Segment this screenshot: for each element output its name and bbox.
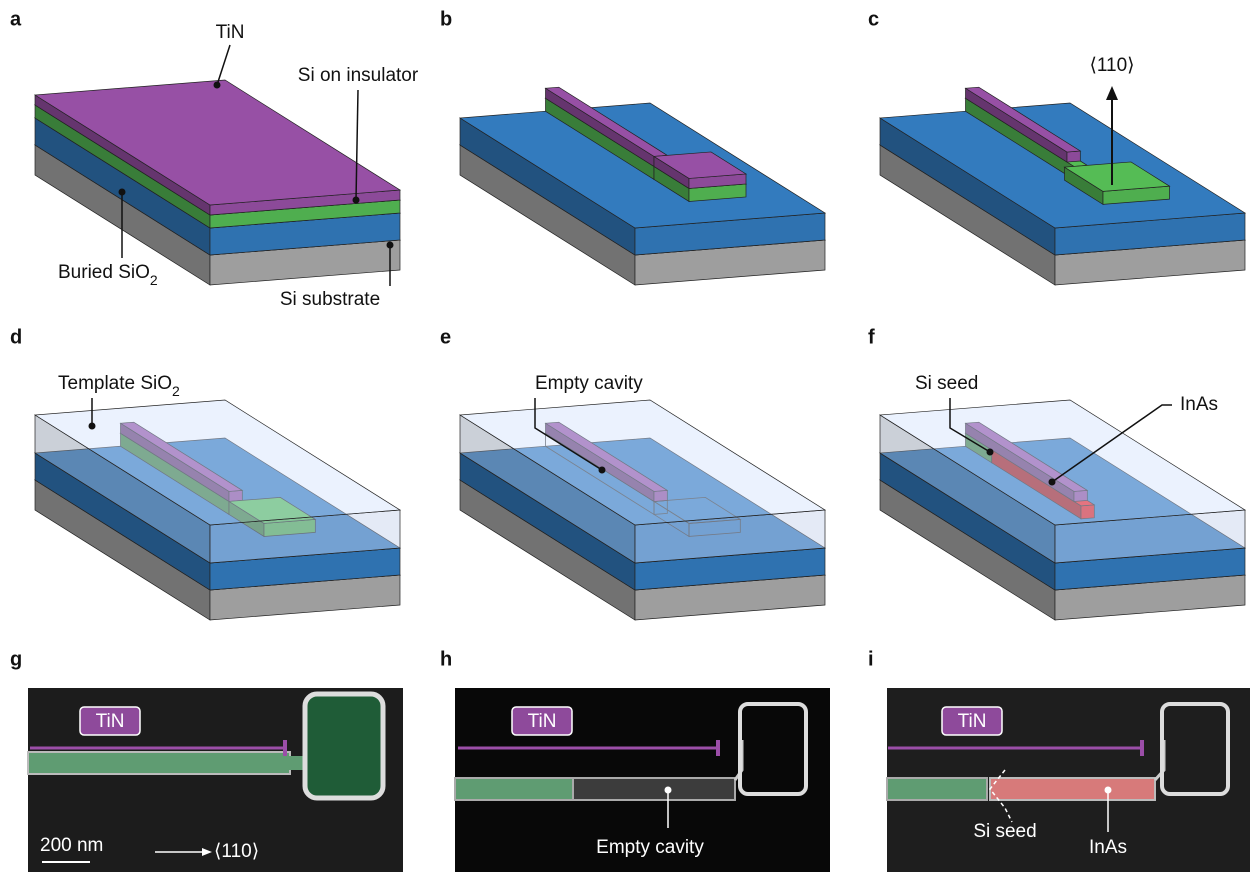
scale-label: 200 nm <box>40 835 103 856</box>
dot <box>665 787 672 794</box>
panel-letter: e <box>440 326 451 348</box>
label: Empty cavity <box>535 373 643 394</box>
panel-letter: a <box>10 8 22 30</box>
label: TiN <box>96 711 125 732</box>
label: TiN <box>528 711 557 732</box>
label: InAs <box>1089 837 1127 858</box>
dot <box>89 423 96 430</box>
label: Si seed <box>973 821 1036 842</box>
label: InAs <box>1180 394 1218 415</box>
label: Template SiO2 <box>58 373 180 399</box>
dot <box>599 467 606 474</box>
panel-letter: i <box>868 648 874 670</box>
subscript: 2 <box>150 272 158 288</box>
panel-letter: h <box>440 648 452 670</box>
label: Buried SiO2 <box>58 262 158 288</box>
schematics <box>35 80 1245 620</box>
sem-h: TiN Empty cavity <box>455 688 830 872</box>
wire-cavity <box>573 778 735 800</box>
panel-letter: d <box>10 326 22 348</box>
dot <box>987 449 994 456</box>
pad <box>305 694 383 798</box>
arrow-head <box>1106 86 1118 100</box>
dot <box>119 189 126 196</box>
panel-letter: b <box>440 8 452 30</box>
label-text: Buried SiO <box>58 262 150 283</box>
leader <box>217 45 230 85</box>
wire-inas <box>990 778 1155 800</box>
wire-seed <box>887 778 987 800</box>
dot <box>1105 787 1112 794</box>
wire-seed <box>455 778 573 800</box>
label: ⟨110⟩ <box>214 841 259 862</box>
wire <box>28 752 290 774</box>
dot <box>214 82 221 89</box>
figure: a b c d e f g h i TiN Si on insulator Bu… <box>0 0 1250 872</box>
label: Si substrate <box>280 289 380 310</box>
label: Empty cavity <box>596 837 704 858</box>
label: ⟨110⟩ <box>1089 55 1134 76</box>
sem-g: TiN 200 nm ⟨110⟩ <box>28 688 403 872</box>
label: Si on insulator <box>298 65 419 86</box>
subscript: 2 <box>172 383 180 399</box>
dot <box>387 242 394 249</box>
panel-letter: c <box>868 8 879 30</box>
panel-letter: f <box>868 326 875 348</box>
dot <box>353 197 360 204</box>
block-face <box>1067 151 1080 162</box>
panel-letter: g <box>10 648 22 670</box>
label-text: Template SiO <box>58 373 172 394</box>
dot <box>1049 479 1056 486</box>
label: TiN <box>216 22 245 43</box>
sem-i: TiN Si seed InAs <box>887 688 1250 872</box>
label: TiN <box>958 711 987 732</box>
label: Si seed <box>915 373 978 394</box>
